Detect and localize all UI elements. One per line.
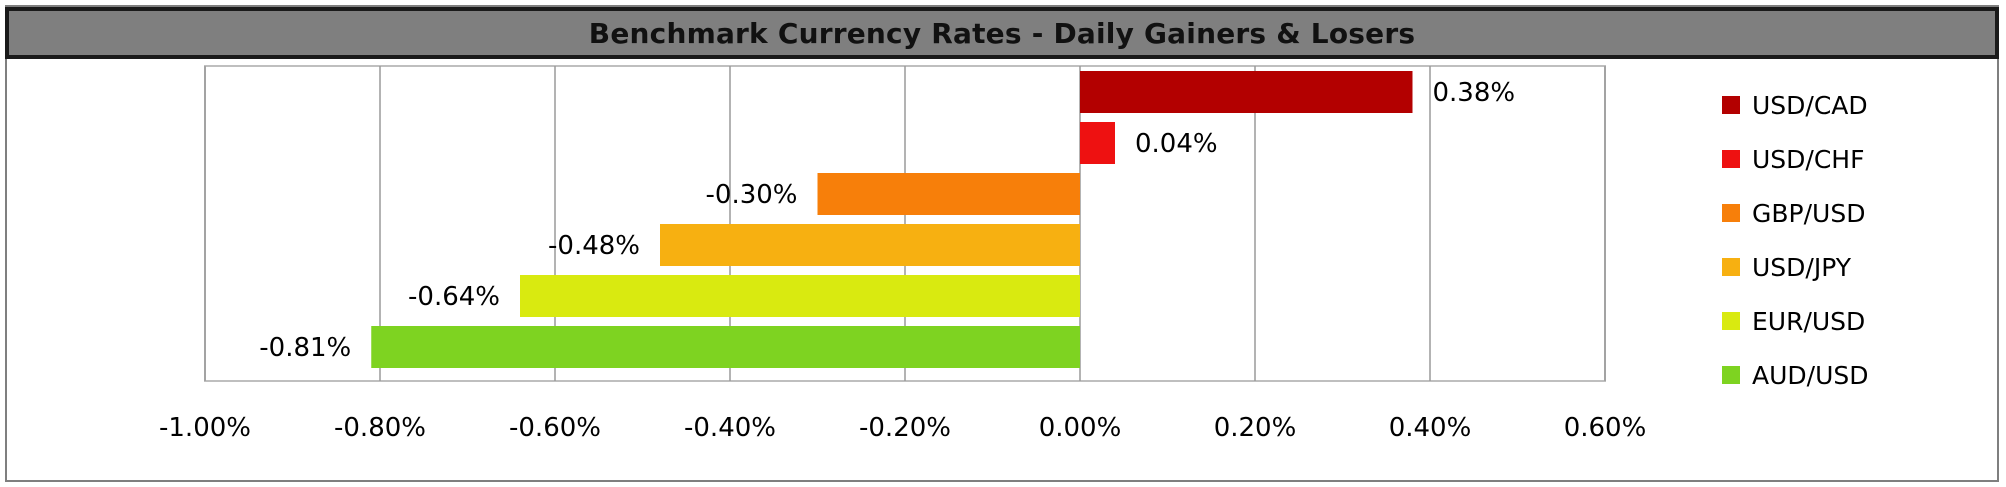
x-axis-tick-labels: -1.00% -0.80% -0.60% -0.40% -0.20% 0.00% 0.20%… — [159, 413, 1646, 443]
x-tick-label-0: -1.00% — [159, 413, 251, 443]
legend-swatch — [1722, 366, 1740, 384]
legend-item-usd-jpy: USD/JPY — [1722, 240, 1982, 294]
legend-item-aud-usd: AUD/USD — [1722, 348, 1982, 402]
legend-swatch — [1722, 96, 1740, 114]
data-label-4: -0.64% — [408, 282, 500, 312]
x-tick-label-2: -0.60% — [509, 413, 601, 443]
legend-item-eur-usd: EUR/USD — [1722, 294, 1982, 348]
data-labels: 0.38% 0.04% -0.30% -0.48% -0.64% -0.81% — [259, 78, 1515, 363]
x-tick-label-6: 0.20% — [1214, 413, 1297, 443]
bar-aud-usd — [371, 326, 1080, 368]
gridlines — [204, 65, 1606, 382]
x-tick-label-5: 0.00% — [1039, 413, 1122, 443]
data-label-0: 0.38% — [1433, 78, 1516, 108]
legend-label: USD/JPY — [1752, 252, 1852, 282]
x-tick-label-3: -0.40% — [684, 413, 776, 443]
bar-usd-chf — [1080, 122, 1115, 164]
bar-gbp-usd — [817, 173, 1080, 215]
legend-item-usd-cad: USD/CAD — [1722, 78, 1982, 132]
legend-label: AUD/USD — [1752, 360, 1869, 390]
legend-label: EUR/USD — [1752, 306, 1866, 336]
chart-title-bar: Benchmark Currency Rates - Daily Gainers… — [5, 7, 1999, 59]
x-tick-label-4: -0.20% — [859, 413, 951, 443]
legend-swatch — [1722, 312, 1740, 330]
legend-label: USD/CAD — [1752, 90, 1868, 120]
legend-label: USD/CHF — [1752, 144, 1865, 174]
bar-usd-jpy — [660, 224, 1080, 266]
chart-title: Benchmark Currency Rates - Daily Gainers… — [588, 16, 1416, 50]
data-label-3: -0.48% — [548, 231, 640, 261]
legend-item-gbp-usd: GBP/USD — [1722, 186, 1982, 240]
x-tick-label-7: 0.40% — [1389, 413, 1472, 443]
legend-swatch — [1722, 150, 1740, 168]
x-tick-label-8: 0.60% — [1564, 413, 1647, 443]
legend-label: GBP/USD — [1752, 198, 1866, 228]
bar-usd-cad — [1080, 71, 1413, 113]
data-label-2: -0.30% — [706, 180, 798, 210]
legend-item-usd-chf: USD/CHF — [1722, 132, 1982, 186]
legend-swatch — [1722, 258, 1740, 276]
legend-swatch — [1722, 204, 1740, 222]
data-label-5: -0.81% — [259, 333, 351, 363]
legend: USD/CAD USD/CHF GBP/USD USD/JPY EUR/USD AUD/U… — [1722, 78, 1982, 402]
data-label-1: 0.04% — [1135, 129, 1218, 159]
x-tick-label-1: -0.80% — [334, 413, 426, 443]
bar-eur-usd — [520, 275, 1080, 317]
bars — [371, 71, 1413, 368]
